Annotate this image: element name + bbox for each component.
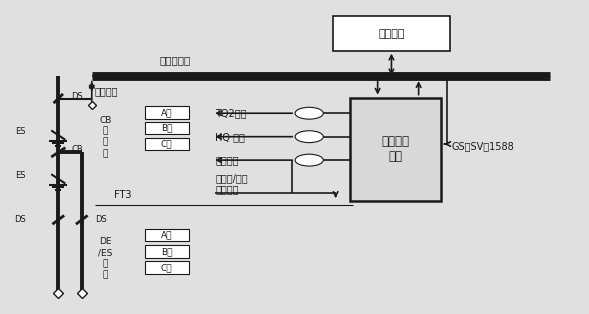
Text: A相: A相 (161, 108, 173, 117)
Text: TQ2控制: TQ2控制 (215, 108, 247, 118)
Text: DS: DS (95, 215, 107, 224)
Bar (145, 229, 188, 241)
Text: 断路器/刀间
状态信息: 断路器/刀间 状态信息 (215, 173, 248, 194)
Text: 光纤纵差: 光纤纵差 (95, 86, 118, 96)
Bar (333, 16, 450, 51)
Bar (145, 245, 188, 258)
Text: 过程层网络: 过程层网络 (160, 55, 191, 65)
Text: B相: B相 (161, 124, 173, 133)
Text: A相: A相 (161, 231, 173, 240)
Text: ES: ES (15, 171, 26, 180)
Text: 线路保护: 线路保护 (378, 29, 405, 39)
Text: HQ 控制: HQ 控制 (215, 132, 245, 142)
Text: C相: C相 (161, 139, 173, 149)
Text: 综合智能
装置: 综合智能 装置 (382, 135, 410, 163)
Text: FT3: FT3 (114, 190, 131, 200)
Bar (145, 262, 188, 274)
Text: CB: CB (71, 145, 83, 154)
Text: DS: DS (14, 215, 26, 224)
Text: ES: ES (15, 127, 26, 137)
Bar (145, 106, 188, 119)
Ellipse shape (295, 107, 323, 119)
Text: DE
/ES
刀
间: DE /ES 刀 间 (98, 237, 112, 280)
Bar (145, 122, 188, 134)
Text: B相: B相 (161, 247, 173, 256)
Bar (350, 98, 441, 201)
Ellipse shape (295, 154, 323, 166)
Text: 刀间控制: 刀间控制 (215, 155, 239, 165)
Text: CB
断
路
器: CB 断 路 器 (99, 116, 111, 158)
Text: DS: DS (71, 93, 83, 101)
Text: GS、SV、1588: GS、SV、1588 (451, 141, 514, 151)
Bar (145, 138, 188, 150)
Text: C相: C相 (161, 263, 173, 272)
Ellipse shape (295, 131, 323, 143)
